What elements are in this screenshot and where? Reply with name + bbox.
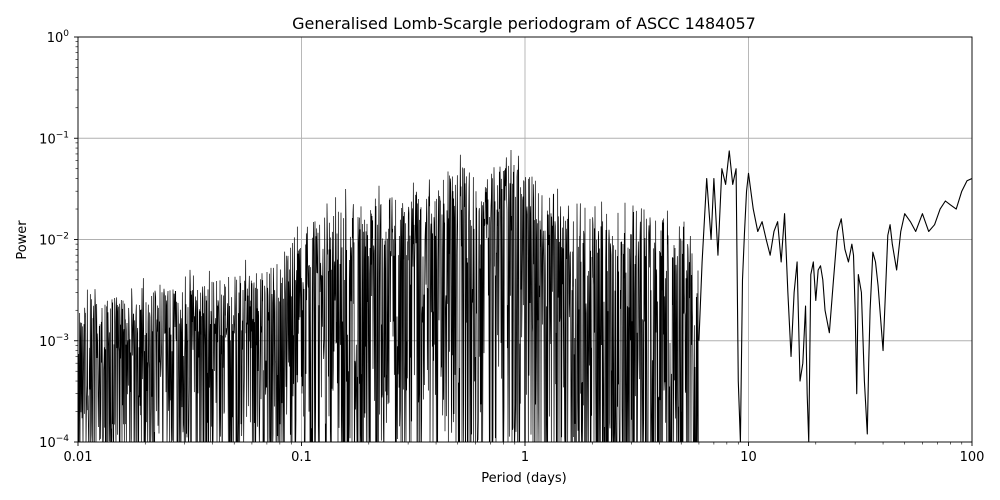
y-tick-label: 10−4	[39, 434, 69, 451]
x-tick-label: 10	[740, 450, 757, 465]
y-tick-base: 10	[39, 132, 56, 147]
y-axis-label: Power	[15, 220, 30, 260]
y-tick-label: 10−2	[39, 232, 69, 249]
y-tick-base: 10	[39, 436, 56, 451]
y-tick-label: 10−1	[39, 130, 69, 147]
x-tick-label: 100	[960, 450, 985, 465]
y-tick-exponent: −4	[56, 434, 70, 444]
y-tick-exponent: −1	[56, 130, 69, 140]
y-tick-base: 10	[39, 234, 56, 249]
x-tick-label: 0.01	[64, 450, 93, 465]
y-tick-label: 100	[47, 29, 70, 46]
periodogram-long-period-line	[698, 150, 972, 442]
x-tick-label: 0.1	[291, 450, 312, 465]
periodogram-dense-line	[78, 149, 699, 442]
y-tick-label: 10−3	[39, 333, 69, 350]
series-layer	[78, 149, 972, 442]
y-tick-exponent: −3	[56, 333, 69, 343]
x-tick-label: 1	[521, 450, 529, 465]
y-tick-base: 10	[39, 335, 56, 350]
y-tick-exponent: −2	[56, 232, 69, 242]
x-axis-label: Period (days)	[481, 471, 567, 486]
chart-title: Generalised Lomb-Scargle periodogram of …	[292, 14, 756, 33]
y-tick-base: 10	[47, 31, 64, 46]
y-tick-exponent: 0	[63, 29, 69, 39]
